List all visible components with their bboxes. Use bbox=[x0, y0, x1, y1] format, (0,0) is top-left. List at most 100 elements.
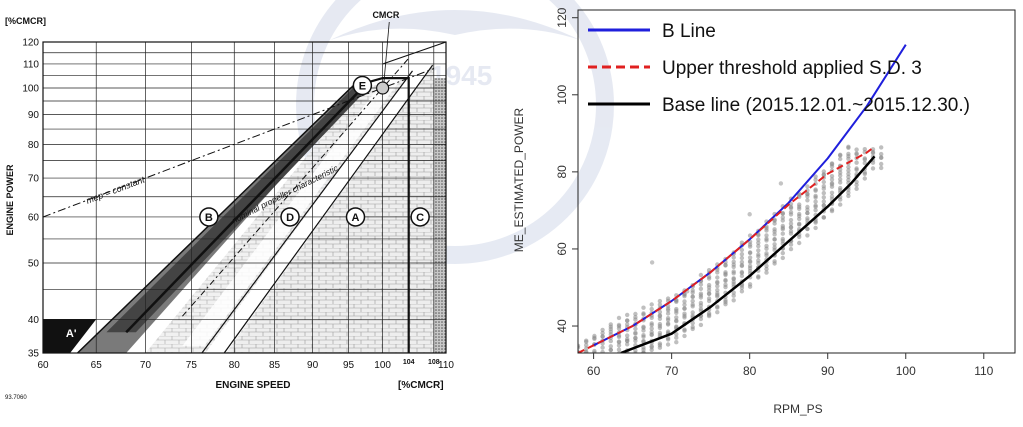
scatter-point bbox=[682, 306, 687, 311]
scatter-point bbox=[813, 193, 818, 199]
scatter-point bbox=[698, 322, 704, 328]
power-vs-rpm-chart: 60 70 80 90 100 110 40 60 80 100 120 RPM_PS ME_ES… bbox=[512, 7, 1016, 416]
right-y-tick: 80 bbox=[555, 165, 569, 179]
scatter-point bbox=[698, 272, 704, 278]
scatter-point bbox=[600, 361, 604, 365]
scatter-point bbox=[576, 382, 580, 386]
scatter-point bbox=[576, 360, 580, 364]
scatter-point bbox=[690, 324, 695, 330]
scatter-point bbox=[706, 296, 712, 301]
left-x-tick: 90 bbox=[307, 360, 319, 371]
scatter-point bbox=[747, 212, 752, 217]
scatter-point bbox=[617, 354, 621, 358]
legend: B Line Upper threshold applied S.D. 3 Base… bbox=[588, 21, 970, 116]
scatter-point bbox=[690, 298, 695, 304]
scatter-point bbox=[690, 302, 695, 307]
right-x-tick: 70 bbox=[665, 364, 679, 378]
scatter-point bbox=[846, 168, 851, 173]
scatter-point bbox=[674, 315, 679, 320]
cmcr-leader bbox=[383, 21, 390, 83]
scatter-point bbox=[609, 358, 613, 362]
legend-label-1: B Line bbox=[662, 21, 716, 42]
left-y-tick: 35 bbox=[28, 349, 40, 360]
scatter-point bbox=[657, 302, 663, 307]
scatter-point bbox=[698, 282, 704, 287]
scatter-point bbox=[633, 330, 638, 335]
left-y-tick: 50 bbox=[28, 258, 40, 269]
scatter-point bbox=[846, 164, 851, 170]
scatter-point bbox=[838, 180, 843, 185]
scatter-point bbox=[576, 385, 580, 389]
scatter-point bbox=[879, 145, 884, 150]
scatter-point bbox=[838, 177, 843, 182]
scatter-point bbox=[829, 182, 835, 187]
scatter-point bbox=[649, 302, 654, 307]
scatter-point bbox=[739, 255, 745, 261]
scatter-point bbox=[731, 269, 736, 274]
left-x-label: ENGINE SPEED bbox=[215, 380, 290, 391]
scatter-point bbox=[609, 367, 613, 371]
scatter-point bbox=[578, 343, 581, 348]
scatter-point bbox=[609, 353, 613, 357]
scatter-point bbox=[665, 321, 671, 326]
scatter-point bbox=[584, 379, 588, 383]
left-x-tick: 95 bbox=[343, 360, 355, 371]
scatter-point bbox=[649, 306, 654, 312]
right-x-ticks: 60 70 80 90 100 110 bbox=[587, 353, 994, 378]
scatter-point bbox=[715, 275, 720, 280]
left-x-tick: 100 bbox=[374, 360, 391, 371]
right-x-tick: 110 bbox=[974, 364, 993, 378]
scatter-point bbox=[657, 298, 663, 304]
scatter-point bbox=[625, 333, 630, 338]
scatter-point bbox=[682, 311, 687, 316]
scatter-point bbox=[846, 190, 851, 195]
scatter-point bbox=[674, 324, 679, 329]
zone-a-circle bbox=[345, 207, 366, 227]
scatter-point bbox=[600, 330, 605, 336]
scatter-point bbox=[641, 345, 646, 350]
scatter-point bbox=[625, 336, 630, 342]
scatter-point bbox=[879, 155, 884, 160]
scatter-point bbox=[592, 353, 596, 357]
scatter-point bbox=[764, 251, 769, 256]
scatter-point bbox=[600, 370, 604, 374]
scatter-point bbox=[625, 318, 630, 323]
scatter-point bbox=[674, 318, 679, 323]
scatter-point bbox=[698, 291, 704, 296]
zone-d-stripe bbox=[205, 65, 433, 353]
scatter-point bbox=[838, 202, 843, 207]
scatter-point bbox=[821, 169, 826, 174]
scatter-point bbox=[821, 195, 826, 200]
scatter-point bbox=[879, 161, 884, 167]
scatter-point bbox=[715, 288, 720, 293]
scatter-point bbox=[780, 231, 785, 236]
scatter-point bbox=[747, 263, 753, 269]
mep-label: mep = constant bbox=[85, 174, 147, 205]
scatter-point bbox=[780, 255, 785, 261]
scatter-point bbox=[854, 147, 859, 152]
right-y-tick: 60 bbox=[555, 242, 569, 256]
scatter-point bbox=[633, 311, 638, 317]
scatter-point bbox=[616, 347, 622, 352]
scatter-point bbox=[592, 348, 597, 353]
scatter-point bbox=[641, 305, 646, 310]
scatter-point bbox=[764, 233, 769, 238]
scatter-point bbox=[576, 378, 580, 382]
left-x-tick: 65 bbox=[91, 360, 103, 371]
scatter-point bbox=[584, 338, 589, 343]
scatter-point bbox=[625, 353, 629, 357]
cmcr-label: CMCR bbox=[372, 10, 399, 20]
right-y-label: ME_ESTIMATED_POWER bbox=[512, 107, 526, 252]
scatter-point bbox=[797, 202, 802, 207]
left-x-unit: [%CMCR] bbox=[398, 380, 444, 391]
scatter-point bbox=[576, 358, 580, 362]
scatter-point bbox=[862, 147, 867, 152]
scatter-point bbox=[617, 357, 621, 361]
scatter-point bbox=[756, 274, 761, 279]
scatter-point bbox=[665, 311, 671, 316]
scatter-point bbox=[633, 315, 638, 320]
scatter-point bbox=[772, 217, 777, 222]
zone-b-label: B bbox=[205, 212, 213, 224]
scatter-point bbox=[788, 246, 794, 252]
scatter-point bbox=[649, 260, 655, 265]
